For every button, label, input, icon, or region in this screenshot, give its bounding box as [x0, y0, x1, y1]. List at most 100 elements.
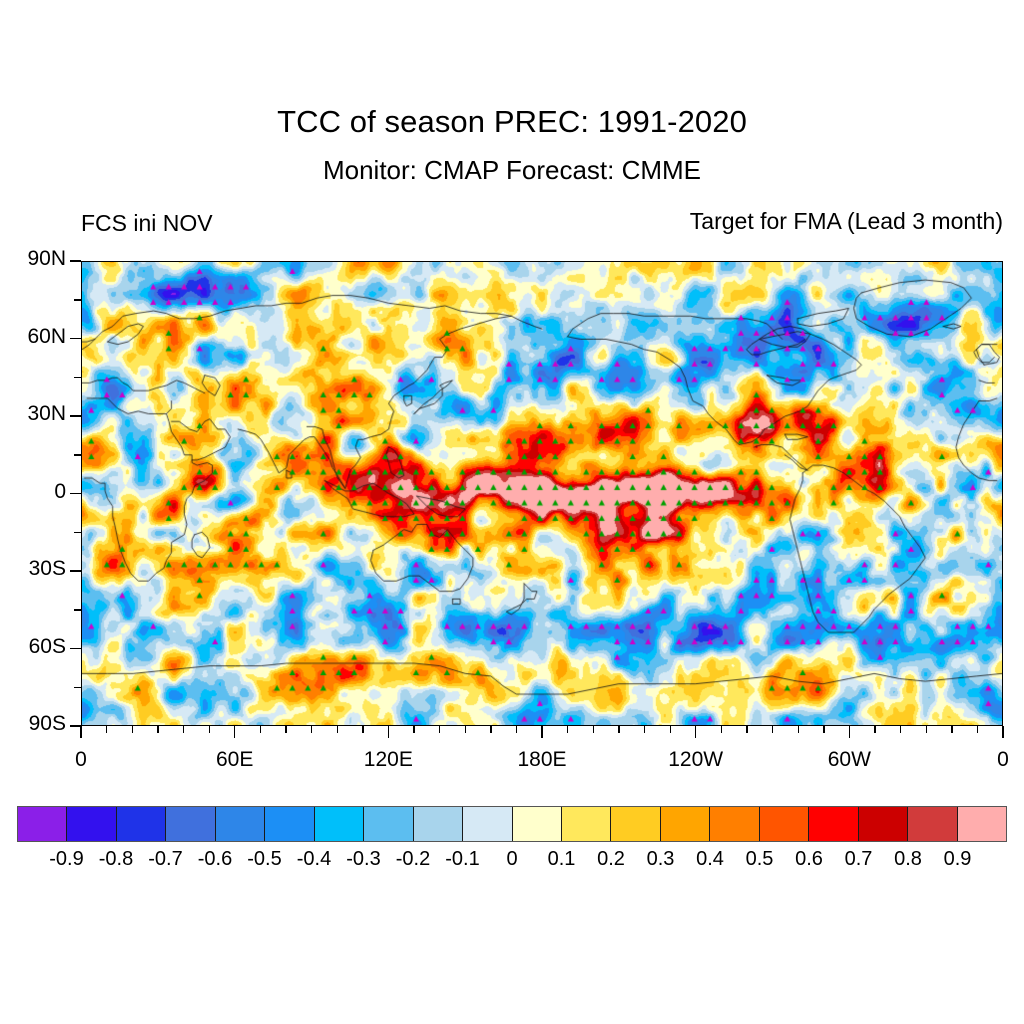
x-axis-minor-tick: [925, 726, 927, 733]
y-axis-label: 0: [54, 479, 66, 503]
colorbar: [17, 806, 1007, 842]
x-axis-minor-tick: [490, 726, 492, 733]
y-axis-major-tick: [70, 415, 81, 417]
y-axis-minor-tick: [74, 376, 81, 379]
x-axis-minor-tick: [900, 726, 902, 733]
colorbar-swatch: [265, 807, 315, 841]
y-axis-major-tick: [70, 570, 81, 572]
colorbar-swatch: [413, 807, 464, 841]
forecast-init-label: FCS ini NOV: [81, 210, 213, 236]
x-axis-major-tick: [1002, 726, 1004, 738]
x-axis-minor-tick: [746, 726, 748, 733]
target-period-label: Target for FMA (Lead 3 month): [689, 208, 1003, 234]
y-axis-minor-tick: [74, 531, 81, 534]
colorbar-tick-label: 0.3: [646, 848, 675, 870]
x-axis-label: 180E: [517, 748, 567, 771]
x-axis-minor-tick: [951, 726, 953, 733]
x-axis-minor-tick: [285, 726, 287, 733]
x-axis-major-tick: [848, 726, 851, 738]
y-axis-label: 90N: [27, 247, 66, 270]
colorbar-swatch: [18, 807, 68, 841]
colorbar-tick-label: 0.4: [696, 848, 724, 870]
colorbar-tick-label: 0.2: [597, 848, 625, 870]
colorbar-swatch: [215, 807, 266, 841]
y-axis-label: 30S: [28, 557, 66, 580]
x-axis-minor-tick: [567, 726, 569, 733]
y-axis-minor-tick: [74, 686, 81, 689]
colorbar-tick-label: 0.8: [894, 848, 922, 870]
x-axis-minor-tick: [439, 726, 441, 733]
x-axis-minor-tick: [131, 726, 134, 733]
colorbar-tick-label: -0.9: [49, 848, 84, 870]
x-axis-minor-tick: [515, 726, 518, 733]
colorbar-swatch: [67, 807, 117, 841]
x-axis-label: 60W: [827, 748, 871, 771]
colorbar-tick-label: -0.7: [148, 848, 183, 870]
y-axis-label: 60S: [28, 634, 66, 658]
x-axis-label: 120W: [668, 748, 724, 771]
colorbar-swatch: [166, 807, 216, 841]
page-title: TCC of season PREC: 1991-2020: [277, 104, 747, 139]
colorbar-swatch: [364, 807, 414, 841]
colorbar-tick-label: 0.6: [795, 848, 823, 870]
colorbar-swatch: [512, 807, 562, 841]
y-axis-major-tick: [70, 647, 81, 650]
y-axis-label: 30N: [27, 402, 66, 425]
colorbar-tick-label: -0.3: [346, 848, 381, 870]
colorbar-tick-label: -0.2: [395, 848, 431, 870]
correlation-heatmap-canvas: [82, 262, 1002, 725]
y-axis-major-tick: [70, 337, 81, 340]
y-axis-label: 60N: [27, 324, 66, 348]
colorbar-swatch: [463, 807, 513, 841]
x-axis-minor-tick: [362, 726, 364, 733]
colorbar-tick-labels: -0.9 -0.8 -0.7 -0.6 -0.5 -0.4 -0.3 -0.2 -0.1 0 0.1…: [17, 848, 1007, 874]
y-axis-major-tick: [70, 492, 81, 495]
x-axis-label: 0: [997, 748, 1009, 771]
x-axis-minor-tick: [208, 726, 210, 733]
colorbar-tick-label: -0.1: [445, 848, 480, 870]
x-axis-minor-tick: [669, 726, 671, 733]
y-axis-minor-tick: [74, 454, 81, 456]
colorbar-swatch: [660, 807, 711, 841]
x-axis-minor-tick: [464, 726, 466, 733]
x-axis-minor-tick: [720, 726, 723, 733]
colorbar-swatch: [314, 807, 365, 841]
x-axis-minor-tick: [336, 726, 338, 733]
colorbar-swatch: [611, 807, 661, 841]
y-axis-label: 90S: [28, 712, 66, 735]
x-axis-minor-tick: [592, 726, 595, 733]
x-axis-minor-tick: [772, 726, 774, 733]
y-axis-minor-tick: [74, 609, 81, 611]
x-axis-minor-tick: [618, 726, 620, 733]
colorbar-swatch: [858, 807, 909, 841]
x-axis-major-tick: [80, 726, 82, 738]
colorbar-tick-label: -0.6: [197, 848, 233, 870]
colorbar-swatch: [116, 807, 167, 841]
colorbar-swatch: [561, 807, 612, 841]
x-axis-minor-tick: [157, 726, 159, 733]
colorbar-tick-label: 0.9: [943, 848, 972, 870]
x-axis-label: 0: [75, 748, 87, 771]
x-axis-minor-tick: [259, 726, 262, 733]
x-axis-minor-tick: [106, 726, 108, 733]
x-axis-minor-tick: [643, 726, 646, 733]
x-axis-minor-tick: [823, 726, 825, 733]
colorbar-swatch: [710, 807, 760, 841]
x-axis-minor-tick: [413, 726, 415, 733]
colorbar-tick-label: 0.5: [745, 848, 774, 870]
colorbar-swatch: [908, 807, 958, 841]
colorbar-tick-label: -0.8: [98, 848, 134, 870]
x-axis-minor-tick: [311, 726, 313, 733]
y-axis-major-tick: [70, 725, 81, 727]
x-axis-minor-tick: [797, 726, 799, 733]
colorbar-tick-label: 0: [506, 848, 518, 870]
colorbar-swatch: [809, 807, 859, 841]
colorbar-swatch: [957, 807, 1007, 841]
colorbar-tick-label: 0.7: [844, 848, 873, 870]
x-axis-minor-tick: [976, 726, 979, 733]
x-axis-major-tick: [541, 726, 543, 738]
colorbar-tick-label: -0.4: [296, 848, 332, 870]
subtitle: Monitor: CMAP Forecast: CMME: [322, 155, 702, 185]
x-axis-minor-tick: [874, 726, 876, 733]
